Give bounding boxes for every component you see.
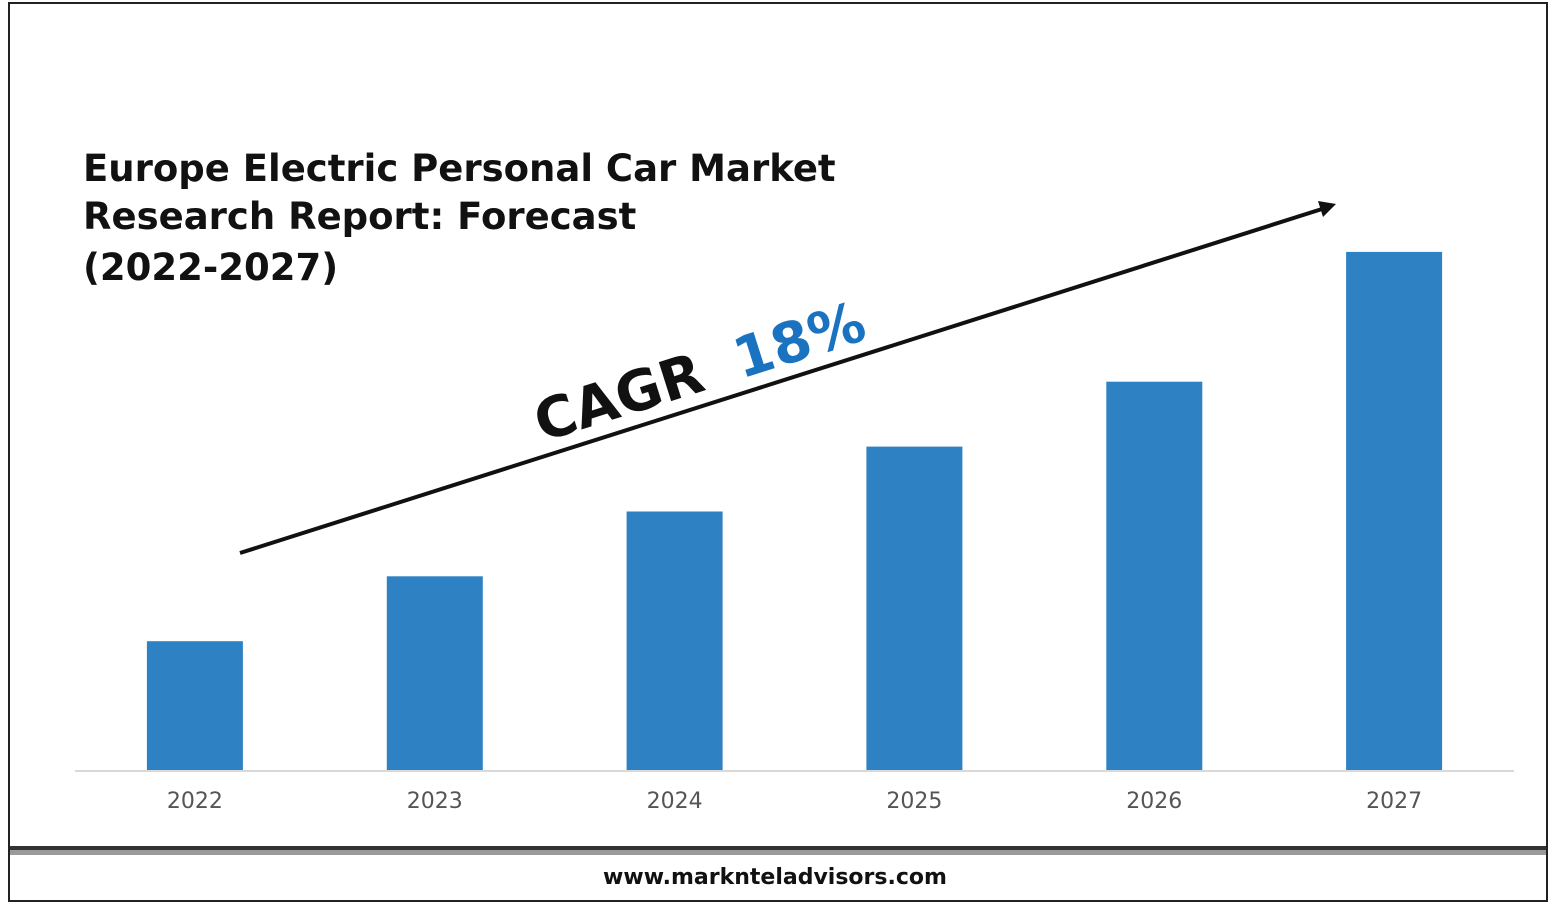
x-tick-label-2027: 2027 — [1366, 789, 1422, 814]
bar-2023 — [386, 576, 483, 771]
x-tick-label-2023: 2023 — [407, 789, 463, 814]
x-tick-label-2022: 2022 — [167, 789, 223, 814]
footer-separator-shadow — [10, 849, 1546, 855]
bar-2024 — [626, 511, 723, 771]
footer-url[interactable]: www.marknteladvisors.com — [603, 865, 947, 890]
bar-2026 — [1106, 381, 1203, 771]
chart-title-line-2: Research Report: Forecast — [83, 195, 636, 238]
bar-2022 — [146, 641, 243, 771]
chart-title-line-1: Europe Electric Personal Car Market — [83, 147, 836, 190]
trend-arrow-line — [239, 207, 1323, 555]
x-tick-label-2025: 2025 — [886, 789, 942, 814]
trend-arrow-head — [1318, 201, 1336, 217]
footer-separator — [10, 846, 1546, 850]
bar-2025 — [866, 446, 963, 771]
x-tick-label-2026: 2026 — [1126, 789, 1182, 814]
x-axis-ticks: 2022 2023 2024 2025 2026 2027 — [167, 789, 1422, 814]
bars-group — [146, 251, 1443, 771]
bar-2027 — [1346, 251, 1443, 771]
outer-border — [8, 2, 1548, 902]
chart-title-line-3: (2022-2027) — [83, 246, 338, 289]
x-tick-label-2024: 2024 — [647, 789, 703, 814]
